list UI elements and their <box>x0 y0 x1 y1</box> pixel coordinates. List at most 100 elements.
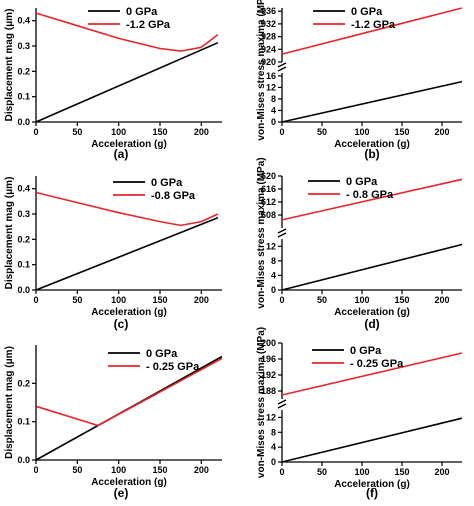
y-axis-label: Displacement mag (μm) <box>4 9 15 122</box>
series-line <box>35 41 219 123</box>
axis-break-mark <box>277 403 287 409</box>
y-tick-label: 0.1 <box>17 92 30 102</box>
y-tick-label: 8 <box>271 94 276 104</box>
y-tick-label: 0.2 <box>17 234 30 244</box>
x-tick-label: 0 <box>33 465 38 475</box>
y-tick-label: 0.3 <box>17 209 30 219</box>
x-tick-label: 150 <box>152 127 167 137</box>
panel-label: (d) <box>364 317 379 331</box>
legend-label: - 0.25 GPa <box>350 358 404 370</box>
x-tick-label: 100 <box>111 465 126 475</box>
x-axis-label: Acceleration (g) <box>91 477 167 488</box>
y-tick-label: 0.2 <box>17 66 30 76</box>
axis-break-mark <box>277 232 287 238</box>
x-axis-label: Acceleration (g) <box>91 139 167 150</box>
y-tick-label: 12 <box>266 82 276 92</box>
y-axis-label: Displacement mag (μm) <box>4 177 15 290</box>
x-tick-label: 0 <box>33 127 38 137</box>
legend-label: 0 GPa <box>126 6 158 18</box>
y-tick-label: 0.1 <box>17 260 30 270</box>
y-tick-label: 0.1 <box>17 417 30 427</box>
legend-label: - 0.25 GPa <box>146 361 200 373</box>
y-tick-label: 928 <box>261 32 276 42</box>
y-tick-label: 0.0 <box>17 455 30 465</box>
y-tick-label: 0.0 <box>17 117 30 127</box>
legend-label: 0 GPa <box>350 345 382 357</box>
x-tick-label: 50 <box>317 295 327 305</box>
panel-label: (f) <box>366 486 378 500</box>
y-tick-label: 4 <box>271 442 276 452</box>
y-tick-label: 4 <box>271 105 276 115</box>
y-tick-label: 0 <box>271 117 276 127</box>
x-tick-label: 200 <box>194 465 209 475</box>
x-tick-label: 200 <box>194 295 209 305</box>
x-tick-label: 0 <box>279 127 284 137</box>
x-tick-label: 100 <box>111 127 126 137</box>
x-tick-label: 100 <box>354 467 369 477</box>
x-axis-label: Acceleration (g) <box>334 479 410 490</box>
panel-label: (a) <box>114 147 129 161</box>
series-line <box>281 352 463 396</box>
y-tick-label: 932 <box>261 19 276 29</box>
y-tick-label: 612 <box>261 197 276 207</box>
y-tick-label: 920 <box>261 57 276 67</box>
legend-label: 0 GPa <box>151 177 183 189</box>
legend-label: -1.2 GPa <box>126 19 171 31</box>
legend-label: 0 GPa <box>346 176 378 188</box>
y-tick-label: 196 <box>261 354 276 364</box>
legend-label: -1.2 GPa <box>351 19 396 31</box>
y-tick-label: 200 <box>261 338 276 348</box>
y-tick-label: 0.3 <box>17 41 30 51</box>
series-line <box>35 357 223 427</box>
series-line <box>35 191 219 227</box>
x-tick-label: 100 <box>354 295 369 305</box>
panel-label: (b) <box>364 147 379 161</box>
x-tick-label: 100 <box>111 295 126 305</box>
x-tick-label: 150 <box>394 127 409 137</box>
y-tick-label: 0 <box>271 285 276 295</box>
x-tick-label: 150 <box>152 465 167 475</box>
x-tick-label: 200 <box>434 467 449 477</box>
axis-break-mark <box>277 62 287 68</box>
y-tick-label: 192 <box>261 370 276 380</box>
series-line <box>281 243 463 291</box>
y-axis-label: Displacement mag (μm) <box>4 346 15 459</box>
axis-break-mark <box>277 399 287 405</box>
y-tick-label: 616 <box>261 184 276 194</box>
y-tick-label: 8 <box>271 256 276 266</box>
x-tick-label: 150 <box>152 295 167 305</box>
series-line <box>35 217 219 291</box>
panel-label: (e) <box>114 486 129 500</box>
x-tick-label: 50 <box>317 127 327 137</box>
x-tick-label: 50 <box>72 295 82 305</box>
x-tick-label: 150 <box>394 467 409 477</box>
x-tick-label: 200 <box>194 127 209 137</box>
y-tick-label: 12 <box>266 412 276 422</box>
y-tick-label: 16 <box>266 71 276 81</box>
y-tick-label: 188 <box>261 386 276 396</box>
panel-label: (c) <box>114 317 129 331</box>
legend-label: - 0.8 GPa <box>346 189 394 201</box>
y-axis-label: von-Mises stress maxima (MPa) <box>256 0 267 141</box>
x-tick-label: 50 <box>72 465 82 475</box>
series-line <box>35 12 219 52</box>
x-axis-label: Acceleration (g) <box>334 307 410 318</box>
x-tick-label: 50 <box>72 127 82 137</box>
y-axis-label: von-Mises stress maxima (MPa) <box>256 327 267 478</box>
y-tick-label: 0.0 <box>17 285 30 295</box>
axis-break-mark <box>277 228 287 234</box>
x-tick-label: 0 <box>33 295 38 305</box>
series-line <box>281 7 463 55</box>
series-line <box>281 80 463 123</box>
x-tick-label: 150 <box>394 295 409 305</box>
series-line <box>281 178 463 221</box>
y-tick-label: 4 <box>271 270 276 280</box>
y-tick-label: 0.2 <box>17 378 30 388</box>
